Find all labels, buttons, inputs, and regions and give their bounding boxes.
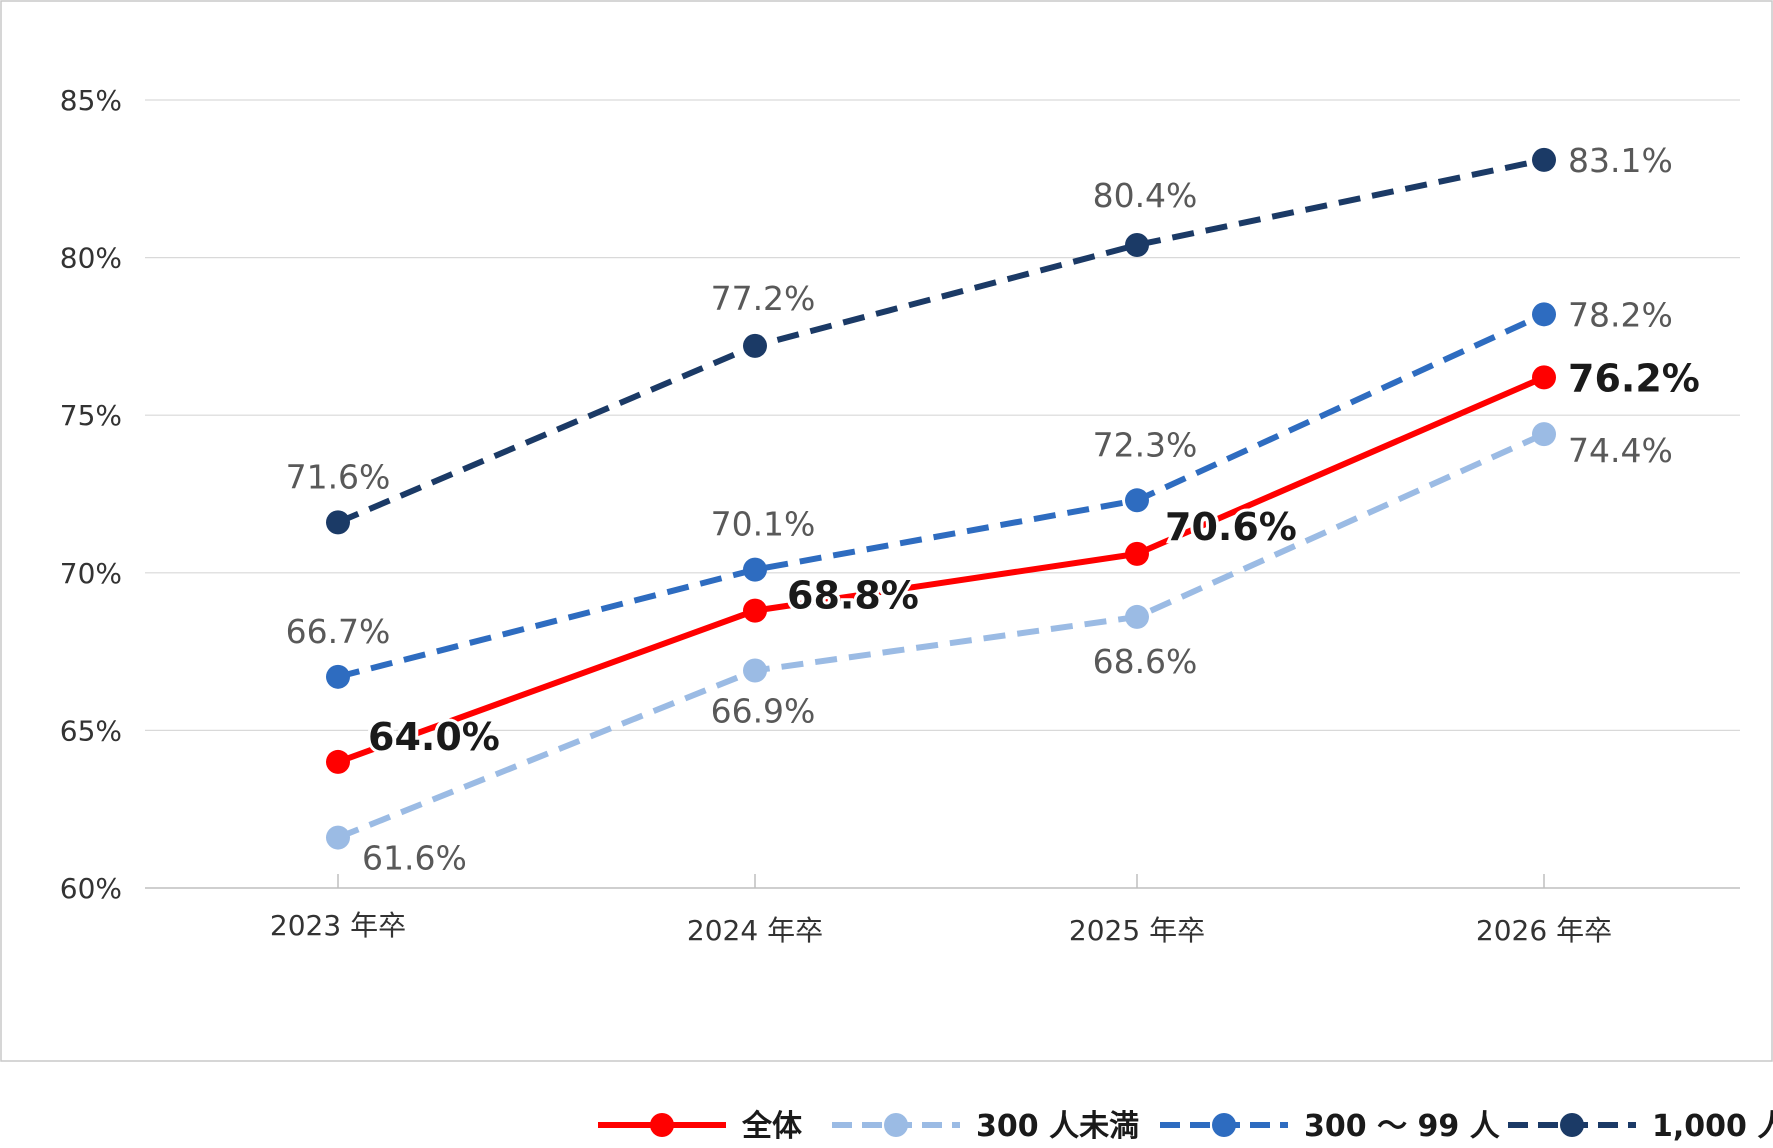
data-label: 83.1% — [1568, 141, 1673, 180]
data-label: 66.9% — [711, 692, 816, 731]
data-label: 68.8% — [787, 574, 919, 618]
data-point — [1125, 541, 1149, 566]
legend-swatch-marker — [650, 1113, 674, 1137]
data-label: 64.0% — [368, 715, 500, 759]
y-tick-label: 75% — [60, 399, 122, 432]
data-labels: 61.6% 66.9% 68.6% 74.4% 66.7% 70.1% 72.3% 78.2%… — [286, 141, 1703, 878]
x-tick-label: 2025 年卒 — [1069, 914, 1205, 947]
x-tick-label: 2024 年卒 — [687, 914, 823, 947]
data-label: 76.2% — [1568, 356, 1700, 400]
chart-frame — [0, 0, 1773, 1062]
y-tick-label: 60% — [60, 872, 122, 905]
y-tick-label: 85% — [60, 84, 122, 117]
data-point — [1125, 604, 1149, 629]
legend-label: 1,000 人 — [1652, 1109, 1773, 1144]
series-line — [336, 431, 1546, 841]
data-point — [326, 825, 350, 850]
legend-swatch-marker — [884, 1113, 908, 1137]
data-label: 61.6% — [362, 839, 467, 878]
series-line — [336, 156, 1545, 526]
series-group — [326, 147, 1556, 850]
x-tick-label: 2023 年卒 — [270, 909, 406, 942]
series-line — [336, 374, 1546, 765]
data-label: 77.2% — [711, 279, 816, 318]
data-label: 70.6% — [1165, 505, 1297, 549]
data-point — [1125, 488, 1149, 513]
series-line — [337, 311, 1546, 680]
data-point — [1125, 232, 1149, 257]
legend-swatch-marker — [1212, 1113, 1236, 1137]
data-point — [1532, 302, 1556, 327]
legend-label: 300 〜 99 人 — [1304, 1109, 1500, 1144]
data-label: 70.1% — [711, 505, 816, 544]
data-label: 80.4% — [1093, 176, 1198, 215]
data-point — [326, 749, 350, 774]
data-label: 74.4% — [1568, 431, 1673, 470]
y-tick-label: 80% — [60, 242, 122, 275]
data-point — [743, 333, 767, 358]
y-tick-label: 65% — [60, 714, 122, 747]
x-tick-label: 2026 年卒 — [1476, 914, 1612, 947]
data-point — [1532, 365, 1556, 390]
data-point — [743, 658, 767, 683]
data-label: 66.7% — [286, 612, 391, 651]
data-label: 71.6% — [286, 457, 391, 496]
grid-lines — [145, 99, 1740, 889]
data-point — [326, 510, 350, 535]
legend: 全体 300 人未満 300 〜 99 人 1,000 人 — [598, 1109, 1773, 1144]
data-label: 68.6% — [1093, 642, 1198, 681]
data-point — [1532, 422, 1556, 447]
data-point — [743, 557, 767, 582]
data-point — [1532, 147, 1556, 172]
data-label: 78.2% — [1568, 295, 1673, 334]
axes: 60% 65% 70% 75% 80% 85% 2023 年卒 2024 年卒 2025 年卒 2… — [60, 84, 1612, 947]
data-point — [326, 664, 350, 689]
data-point — [743, 598, 767, 623]
legend-label: 300 人未満 — [976, 1109, 1139, 1144]
data-label: 72.3% — [1093, 425, 1198, 464]
legend-swatch-marker — [1560, 1113, 1584, 1137]
y-tick-label: 70% — [60, 557, 122, 590]
legend-label: 全体 — [741, 1109, 803, 1144]
